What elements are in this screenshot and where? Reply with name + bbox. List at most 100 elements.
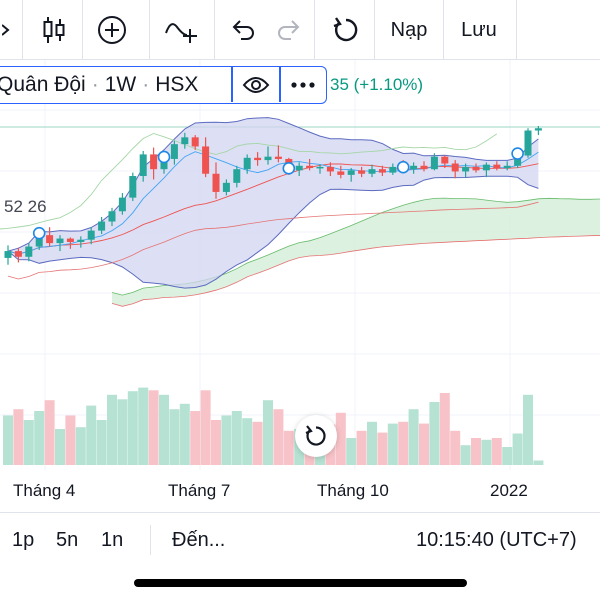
home-indicator [134, 579, 467, 587]
candle-body [98, 221, 106, 231]
x-axis-label: 2022 [490, 481, 528, 500]
signal-marker [157, 150, 171, 164]
range-1d-button[interactable]: 1p [12, 529, 35, 551]
toolbar-separator [149, 0, 150, 60]
volume-bar [86, 405, 97, 465]
more-options-icon[interactable] [281, 67, 325, 102]
volume-bar [533, 460, 544, 465]
candle-body [108, 211, 116, 222]
signal-marker [396, 160, 410, 174]
candle-body [202, 146, 210, 174]
range-1y-button[interactable]: 1n [101, 529, 124, 551]
candle-body [14, 251, 22, 257]
band-area [8, 117, 539, 289]
redo-icon[interactable] [270, 0, 306, 60]
candle-body [358, 170, 366, 174]
bottom-bar: 1p 5n 1n Đến... 10:15:40 (UTC+7) [0, 512, 600, 567]
candle-body [441, 156, 449, 164]
candles-chart-type-icon[interactable] [34, 0, 74, 60]
candle-body [389, 166, 397, 173]
legend-separator [231, 67, 233, 102]
save-button[interactable]: Lưu [461, 18, 497, 41]
chevron-right-icon[interactable] [0, 0, 14, 60]
volume-bar [502, 447, 513, 465]
add-indicator-icon[interactable] [90, 0, 134, 60]
candle-body [316, 166, 324, 169]
symbol-interval: 1W [104, 72, 137, 96]
reset-chart-button[interactable] [295, 415, 337, 457]
clock-timezone[interactable]: 10:15:40 (UTC+7) [416, 529, 577, 551]
candle-body [35, 235, 43, 247]
eye-icon[interactable] [233, 67, 279, 102]
volume-bar [75, 427, 86, 465]
range-5d-button[interactable]: 5n [56, 529, 79, 551]
symbol-info[interactable]: Quân Đội · 1W · HSX [0, 67, 230, 102]
volume-bar [523, 394, 533, 465]
candle-body [410, 165, 418, 170]
volume-bar [231, 411, 242, 465]
top-toolbar: Nạp Lưu [0, 0, 600, 60]
ma-slow-line [7, 201, 539, 280]
reset-icon [305, 425, 326, 446]
volume-bar [148, 390, 159, 465]
undo-icon[interactable] [226, 0, 262, 60]
bollinger-bands [7, 117, 539, 289]
volume-bar [200, 390, 211, 465]
volume-bar [419, 423, 429, 465]
volume-bar [190, 411, 201, 465]
reload-icon[interactable] [326, 0, 366, 60]
candle-body [87, 230, 95, 240]
candle-body [420, 165, 428, 170]
candle-body [46, 235, 54, 244]
legend-separator [279, 67, 281, 102]
candle-body [170, 144, 178, 159]
volume-bar [3, 415, 13, 465]
volume-bar [127, 391, 138, 465]
toolbar-separator [82, 0, 83, 60]
candle-body [56, 238, 64, 244]
candle-body [233, 169, 241, 183]
candle-body [482, 164, 490, 171]
volume-bar [96, 420, 107, 465]
candle-body [503, 165, 511, 169]
candle-body [77, 239, 85, 242]
volume-bar [44, 400, 55, 465]
candle-body [254, 157, 262, 161]
signal-marker [282, 162, 296, 175]
volume-bar [159, 394, 169, 465]
volume-bar [491, 438, 502, 465]
candle-body [181, 137, 189, 145]
volume-bar [55, 429, 65, 465]
price-chart[interactable] [0, 60, 600, 510]
candle-body [451, 163, 459, 172]
drawing-tool-icon[interactable] [158, 0, 204, 60]
volume-bar [398, 421, 409, 465]
symbol-legend[interactable]: Quân Đội · 1W · HSX [0, 66, 327, 104]
candle-body [347, 170, 355, 175]
volume-bar [23, 420, 34, 465]
volume-bar [335, 412, 346, 465]
candle-body [243, 157, 251, 170]
candle-body [139, 154, 147, 177]
volume-bar [242, 418, 253, 465]
volume-bar [283, 430, 294, 465]
span-b-line [111, 235, 600, 307]
ma-fast-line [7, 151, 539, 255]
volume-bar [387, 423, 398, 465]
lagging-span-line [0, 133, 498, 230]
load-button[interactable]: Nạp [390, 18, 428, 41]
volume-bar [211, 420, 221, 465]
volume-bar [263, 400, 273, 465]
goto-date-button[interactable]: Đến... [172, 529, 226, 551]
candle-body [430, 156, 438, 170]
volume-bar [450, 430, 461, 465]
candle-body [326, 166, 334, 172]
volume-bar [65, 415, 76, 465]
candle-body [306, 165, 314, 169]
signal-marker [511, 147, 524, 160]
lower-band-line [7, 175, 539, 289]
candlesticks [4, 125, 542, 265]
candle-body [25, 246, 33, 257]
volume-bar [471, 438, 481, 465]
cloud-area [112, 198, 600, 307]
